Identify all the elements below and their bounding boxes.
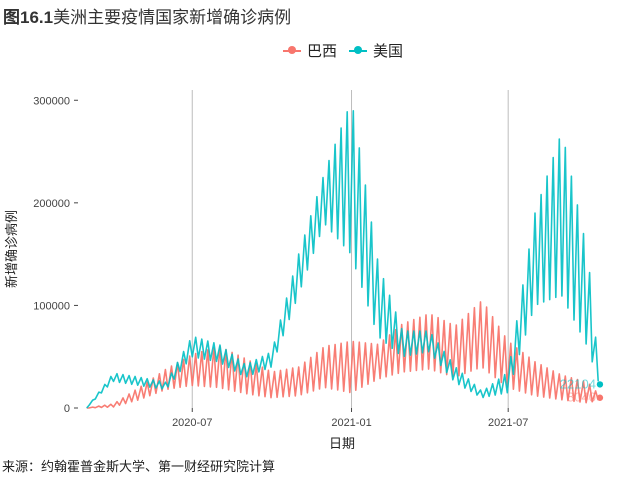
y-tick-label: 300000 [33,95,70,107]
y-tick-label: 100000 [33,300,70,312]
end-label-usa: 22104 [560,376,596,391]
end-point-brazil [596,394,604,401]
x-tick-label: 2021-01 [331,417,371,429]
x-tick-label: 2021-07 [488,417,528,429]
legend-label-brazil: 巴西 [307,42,338,60]
legend-key-usa [349,42,368,60]
legend-key-brazil [283,42,301,60]
source-note: 来源：约翰霍普金斯大学、第一财经研究院计算 [2,460,276,475]
legend: 巴西 美国 [283,40,415,61]
series-line-brazil [86,301,599,409]
y-axis-title: 新增确诊病例 [4,210,20,288]
title-text: 美洲主要疫情国家新增确诊病例 [53,8,292,28]
end-label-brazil: 8040 [567,390,596,405]
y-tick-label: 0 [64,403,70,415]
end-point-usa [596,381,604,388]
series-line-usa [86,110,599,409]
legend-label-usa: 美国 [373,42,404,60]
y-tick-label: 200000 [33,198,70,210]
x-tick-label: 2020-07 [172,417,212,429]
legend-item-brazil: 巴西 [283,40,337,61]
x-axis-title: 日期 [329,437,355,452]
chart-title: 图16.1美洲主要疫情国家新增确诊病例 [3,3,291,28]
legend-item-usa: 美国 [349,40,403,61]
figure-number: 图16.1 [3,8,54,27]
